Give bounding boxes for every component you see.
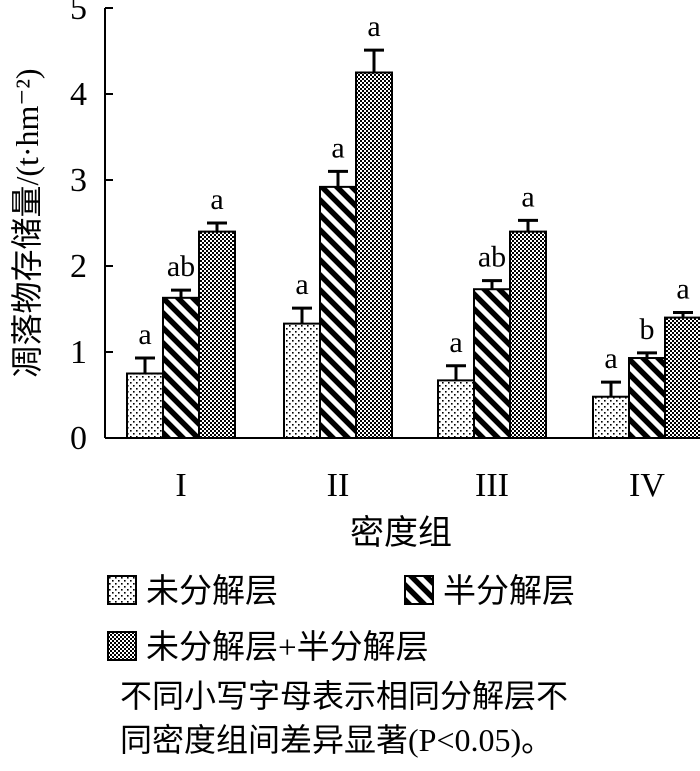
bar: [126, 372, 164, 439]
bar: [664, 316, 700, 440]
bar: [592, 395, 630, 439]
significance-label: ab: [167, 250, 195, 283]
legend-item-total: 未分解层+半分解层: [107, 629, 429, 666]
bar: [628, 357, 666, 439]
significance-label: a: [449, 326, 462, 359]
bar-group: aba: [592, 272, 700, 440]
legend-swatch-diagonal: [404, 575, 434, 605]
significance-label: b: [640, 313, 655, 346]
significance-label: ab: [478, 241, 506, 274]
y-tick-label: 1: [70, 334, 87, 371]
bar: [283, 322, 321, 439]
y-axis-title: 凋落物存储量/(t·hm⁻²): [9, 68, 45, 377]
significance-label: a: [521, 180, 534, 213]
legend-item-semi-decomposed: 半分解层: [404, 573, 575, 610]
y-tick-label: 4: [70, 76, 87, 113]
bar: [355, 71, 393, 439]
y-tick-label: 2: [70, 248, 87, 285]
significance-label: a: [367, 10, 380, 43]
significance-label: a: [676, 272, 689, 305]
figure-note-line-2: 同密度组间差异显著(P<0.05)。: [120, 722, 554, 758]
significance-label: a: [295, 268, 308, 301]
bar-group: a ab a: [126, 183, 236, 439]
figure-note-line-1: 不同小写字母表示相同分解层不: [120, 678, 569, 714]
y-axis-ticks: 0 1 2 3 4 5: [70, 0, 113, 457]
x-axis-title: 密度组: [350, 514, 452, 552]
legend-label: 未分解层+半分解层: [146, 629, 429, 666]
legend-swatch-dots: [107, 575, 137, 605]
y-tick-label: 0: [70, 420, 87, 457]
legend-label: 半分解层: [443, 573, 575, 610]
legend-label: 未分解层: [146, 573, 278, 610]
bar: [473, 288, 511, 439]
bar: [319, 185, 357, 439]
legend: 未分解层 半分解层 未分解层+半分解层: [107, 573, 575, 666]
x-tick-label: IV: [629, 467, 665, 504]
significance-label: a: [138, 318, 151, 351]
bar: [198, 230, 236, 439]
legend-swatch-checker: [107, 631, 137, 661]
x-axis-ticks: I II III IV: [175, 467, 665, 504]
bar: [162, 296, 200, 439]
bar: [509, 230, 547, 439]
y-tick-label: 5: [70, 0, 87, 27]
bar-group: a a a: [283, 10, 393, 439]
legend-item-unresolved: 未分解层: [107, 573, 278, 610]
significance-label: a: [331, 131, 344, 164]
x-tick-label: III: [475, 467, 509, 504]
bar: [437, 379, 475, 440]
significance-label: a: [604, 342, 617, 375]
x-tick-label: II: [327, 467, 350, 504]
x-tick-label: I: [175, 467, 186, 504]
significance-label: a: [210, 183, 223, 216]
y-tick-label: 3: [70, 162, 87, 199]
